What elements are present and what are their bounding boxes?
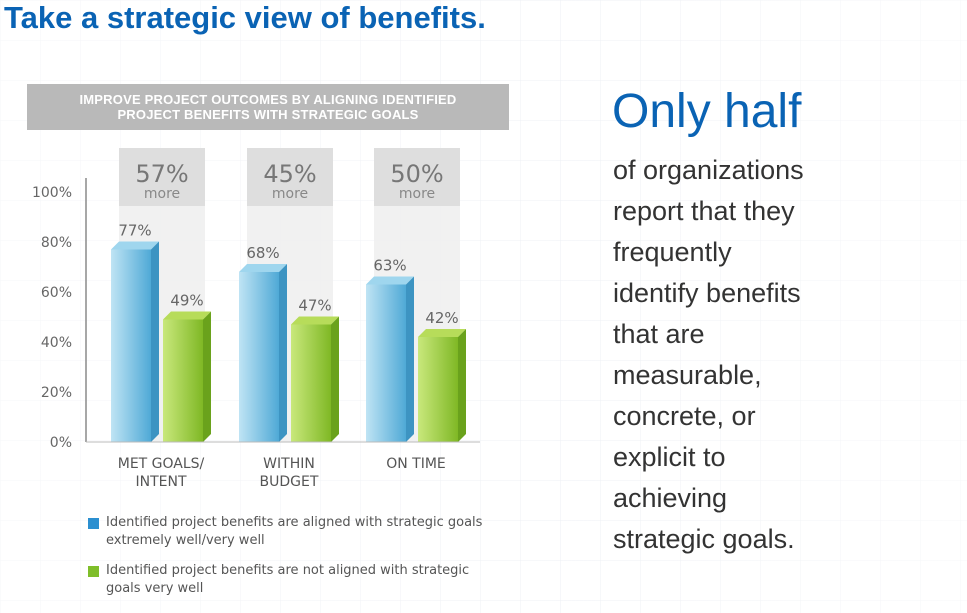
bar [366, 284, 406, 442]
bar [291, 324, 331, 442]
difference-box [374, 148, 460, 206]
difference-note-label: more [399, 186, 435, 202]
callout-line: measurable, [613, 360, 762, 390]
callout-line: of organizations [613, 155, 804, 185]
legend-label-aligned-line-1: Identified project benefits are aligned … [106, 515, 483, 530]
y-tick-label: 20% [41, 385, 72, 401]
callout-line: achieving [613, 483, 728, 513]
legend-label-not-aligned-line-2: goals very well [106, 581, 204, 596]
bar-side [406, 276, 414, 442]
legend-swatch-blue [88, 518, 99, 529]
legend-item-not-aligned: Identified project benefits are not alig… [88, 562, 508, 598]
difference-note-label: more [144, 186, 180, 202]
legend-swatch-green [88, 566, 99, 577]
bar-value-label: 47% [298, 297, 331, 315]
difference-box [247, 148, 333, 206]
callout-line: that are [613, 319, 705, 349]
difference-box [119, 148, 205, 206]
category-label: WITHIN [263, 456, 315, 472]
chart-legend: Identified project benefits are aligned … [88, 514, 508, 610]
callout-line: strategic goals. [613, 524, 795, 554]
callout-body: of organizations report that they freque… [613, 150, 853, 560]
bar-value-label: 77% [118, 222, 151, 240]
chart-title-line-1: IMPROVE PROJECT OUTCOMES BY ALIGNING IDE… [79, 92, 457, 107]
difference-value-label: 50% [390, 160, 443, 188]
legend-label-aligned-line-2: extremely well/very well [106, 533, 265, 548]
y-tick-label: 60% [41, 285, 72, 301]
category-label: BUDGET [260, 474, 319, 490]
bar-top [291, 316, 339, 325]
bar-value-label: 49% [170, 292, 203, 310]
bar-top [239, 264, 287, 272]
bar-value-label: 68% [246, 244, 279, 262]
legend-item-aligned: Identified project benefits are aligned … [88, 514, 508, 550]
category-label: MET GOALS/ [118, 456, 205, 472]
bar-value-label: 63% [373, 257, 406, 275]
callout-line: report that they [613, 196, 795, 226]
y-tick-label: 100% [32, 185, 72, 201]
callout-line: explicit to [613, 442, 726, 472]
difference-value-label: 57% [135, 160, 188, 188]
bar-top [366, 276, 414, 285]
bar-top [163, 311, 211, 320]
slide-title: Take a strategic view of benefits. [4, 0, 486, 35]
difference-note-label: more [272, 186, 308, 202]
chart-title-banner: IMPROVE PROJECT OUTCOMES BY ALIGNING IDE… [27, 84, 509, 130]
bar [163, 319, 203, 442]
y-tick-label: 80% [41, 235, 72, 251]
bar [418, 337, 458, 442]
y-tick-label: 0% [50, 435, 72, 451]
category-label: INTENT [135, 474, 186, 490]
bar-top [418, 329, 466, 337]
callout-heading: Only half [612, 85, 802, 138]
callout-line: concrete, or [613, 401, 756, 431]
callout-line: frequently [613, 237, 732, 267]
callout-line: identify benefits [613, 278, 801, 308]
bar-side [151, 241, 159, 442]
difference-value-label: 45% [263, 160, 316, 188]
bar-side [279, 264, 287, 442]
chart-title-line-2: PROJECT BENEFITS WITH STRATEGIC GOALS [117, 107, 419, 122]
bar-top [111, 241, 159, 250]
bar-side [331, 316, 339, 442]
bar [239, 272, 279, 442]
category-label: ON TIME [386, 456, 446, 472]
bar-value-label: 42% [425, 309, 458, 327]
legend-label-not-aligned-line-1: Identified project benefits are not alig… [106, 563, 470, 578]
bar-side [203, 311, 211, 442]
bar [111, 249, 151, 442]
y-tick-label: 40% [41, 335, 72, 351]
bar-side [458, 329, 466, 442]
